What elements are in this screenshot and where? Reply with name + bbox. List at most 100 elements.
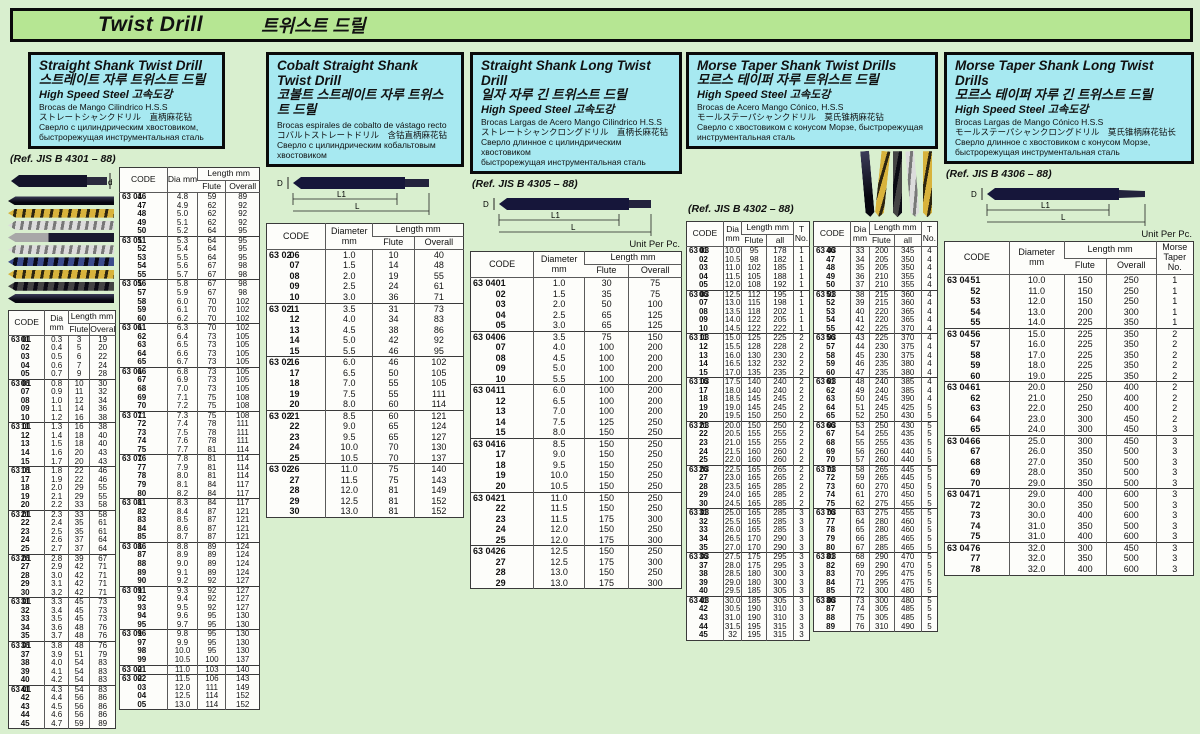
code-cell: 69	[137, 393, 147, 402]
code-cell: 03	[495, 299, 506, 310]
table-row: 73 7.5 78 111	[120, 428, 260, 438]
table-row: 32 3.4 45 73	[9, 606, 116, 616]
code-cell: 05	[137, 700, 147, 709]
section-title-ru: Сверло с хвостовиком с конусом Морзе, бы…	[697, 122, 924, 143]
table-row: 37 28.0 175 295 3	[687, 561, 810, 571]
table-row: 54 13.0 200 300 1	[945, 306, 1194, 318]
code-cell: 24	[289, 442, 300, 453]
code-cell: 57	[826, 343, 836, 351]
table-row: 78 8.0 81 114	[120, 472, 260, 482]
table-row: 73 30.0 400 600 3	[945, 510, 1194, 521]
code-cell: 95	[137, 620, 147, 629]
table-straight-shank-a: CODE Dia mm Length mm Flute Overall 63 01 01 0.…	[8, 310, 116, 730]
table-row: 63 03 86 73 300 480 5	[813, 595, 938, 606]
code-cell: 22	[698, 430, 708, 439]
code-cell: 79	[826, 535, 836, 544]
table-straight-shank-b: CODE Dia mm Length mm Flute Overall 63 01 46 4.…	[119, 167, 260, 711]
section-title-jp: コバルトストレートドリル 含钴直柄麻花钻	[277, 130, 448, 141]
code-cell: 05	[495, 320, 506, 331]
section-morse-taper-long: Morse Taper Shank Long Twist Drills 모르스 …	[944, 52, 1194, 576]
table-row: 99 10.5 100 137	[120, 655, 260, 666]
code-cell: 63 03 61	[813, 377, 851, 387]
table-row: 82 8.4 87 121	[120, 507, 260, 517]
code-cell: 69	[970, 467, 981, 478]
code-cell: 24	[20, 536, 30, 545]
table-row: 27 23.0 165 265 2	[687, 474, 810, 483]
table-row: 97 9.9 95 130	[120, 638, 260, 648]
table-row: 65 24.0 300 450 3	[945, 424, 1194, 436]
table-row: 63 04 06 3.5 75 150	[470, 330, 682, 343]
code-cell: 83	[137, 516, 147, 525]
table-row: 08 4.5 100 200	[471, 352, 682, 364]
code-cell: 59	[826, 360, 836, 369]
code-cell: 64	[970, 413, 981, 424]
code-cell: 19	[698, 403, 708, 412]
section-straight-shank: Straight Shank Twist Drill 스트레이트 자루 트위스트…	[8, 52, 260, 730]
section-title-ru: Сверло с цилиндрическим кобальтовым хвос…	[277, 140, 436, 161]
table-row: 62 21.0 250 400 2	[945, 392, 1194, 404]
table-row: 59 46 235 380 4	[814, 360, 938, 369]
code-cell: 57	[137, 289, 147, 297]
code-cell: 08	[20, 396, 30, 405]
drill-photo	[923, 151, 932, 218]
table-row: 40 29.5 185 305 3	[687, 587, 810, 597]
code-cell: 49	[826, 272, 836, 281]
code-cell: 43	[20, 702, 30, 711]
code-cell: 72	[826, 474, 836, 483]
section-title-en: Morse Taper Shank Long Twist Drills	[955, 58, 1154, 89]
code-cell: 80	[826, 543, 836, 552]
table-row: 80 67 285 465 5	[814, 543, 938, 553]
code-cell: 13	[289, 324, 300, 335]
table-row: 87 8.9 89 124	[120, 551, 260, 560]
code-cell: 54	[826, 316, 836, 325]
table-row: 44 31.5 195 315 3	[687, 622, 810, 632]
table-row: 32 25.5 165 285 3	[687, 517, 810, 527]
code-cell: 63 03 81	[813, 552, 851, 562]
code-cell: 22	[495, 503, 506, 514]
table-row: 49 5.1 62 92	[120, 218, 260, 228]
code-cell: 63 01 11	[8, 422, 45, 432]
code-cell: 13	[495, 406, 506, 417]
code-cell: 82	[137, 507, 147, 516]
code-cell: 63 02 26	[266, 463, 326, 475]
table-row: 82 69 290 470 5	[814, 561, 938, 571]
table-row: 77 32.0 350 500 3	[945, 553, 1194, 564]
table-row: 63 03 36 27.5 175 295 3	[686, 552, 810, 562]
table-row: 84 8.6 87 121	[120, 524, 260, 534]
table-row: 63 01 01 0.3 3 19	[8, 334, 116, 345]
table-row: 23 11.5 175 300	[471, 513, 682, 525]
section-morse-taper: Morse Taper Shank Twist Drills 모르스 테이퍼 자…	[686, 52, 938, 641]
code-cell: 63 01 66	[119, 366, 168, 377]
table-row: 60 47 235 380 4	[814, 368, 938, 378]
code-cell: 63 04 71	[944, 488, 1010, 500]
table-row: 58 6.0 70 102	[120, 297, 260, 307]
table-row: 58 17.0 225 350 2	[945, 349, 1194, 361]
code-cell: 67	[970, 446, 981, 457]
table-row: 75 31.0 400 600 3	[945, 531, 1194, 543]
section-cobalt: Cobalt Straight Shank Twist Drill 코볼트 스트…	[266, 52, 464, 518]
code-cell: 23	[289, 431, 300, 442]
code-cell: 15	[20, 457, 30, 466]
table-row: 63 04 01 1.0 30 75	[470, 277, 682, 289]
code-cell: 28	[289, 485, 300, 496]
code-cell: 28	[495, 567, 506, 578]
table-row: 28 3.0 42 71	[9, 571, 116, 581]
table-row: 22 2.4 35 61	[9, 519, 116, 528]
section-header-straight-long: Straight Shank Long Twist Drill 일자 자루 긴 …	[470, 52, 682, 175]
table-row: 53 12.0 150 250 1	[945, 296, 1194, 307]
code-cell: 89	[137, 568, 147, 577]
section-title-es: Brocas de Mango Cilindrico H.S.S	[39, 102, 168, 113]
table-morse-taper-b: CODE Dia mm Length mm T No. Flute all 63 03 46 3…	[813, 221, 938, 633]
drill-photo	[860, 151, 875, 218]
code-cell: 70	[137, 402, 147, 411]
code-cell: 63	[137, 341, 147, 350]
code-cell: 03	[698, 264, 708, 273]
table-row: 63 03 81 68 290 470 5	[813, 552, 938, 562]
table-row: 43 31.0 190 310 3	[687, 613, 810, 623]
code-cell: 27	[20, 563, 30, 572]
table-row: 57 44 230 375 4	[814, 343, 938, 352]
code-cell: 84	[826, 578, 836, 587]
code-cell: 55	[970, 317, 981, 328]
table-row: 45 32 195 315 3	[687, 631, 810, 641]
table-row: 75 7.7 81 114	[120, 445, 260, 455]
